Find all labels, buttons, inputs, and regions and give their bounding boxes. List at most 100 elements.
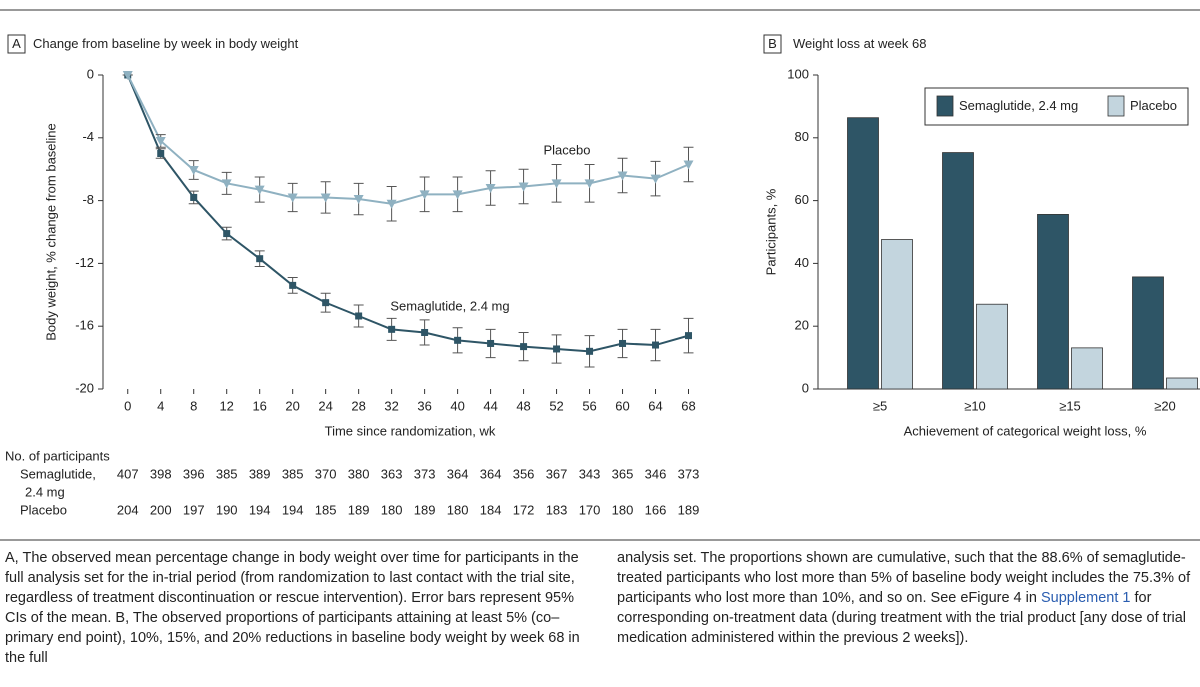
x-axis-title: Achievement of categorical weight loss, … <box>904 423 1147 438</box>
table-cell: 367 <box>546 466 568 481</box>
y-tick-label: 40 <box>795 255 809 270</box>
caption-left: A, The observed mean percentage change i… <box>5 550 580 666</box>
table-cell: 180 <box>381 502 403 517</box>
table-cell: 170 <box>579 502 601 517</box>
table-cell: 197 <box>183 502 205 517</box>
marker <box>353 195 364 205</box>
marker <box>650 174 661 184</box>
caption-right: analysis set. The proportions shown are … <box>617 548 1195 648</box>
legend-label: Placebo <box>1130 98 1177 113</box>
y-tick-label: 0 <box>87 66 94 81</box>
marker <box>553 345 561 353</box>
x-tick-label: 56 <box>582 398 596 413</box>
table-cell: 373 <box>414 466 436 481</box>
series-annotation: Semaglutide, 2.4 mg <box>390 298 509 313</box>
table-cell: 398 <box>150 466 172 481</box>
y-tick-label: -16 <box>75 318 94 333</box>
panel-label: B <box>768 36 777 51</box>
supplement-link[interactable]: Supplement 1 <box>1040 590 1131 606</box>
table-cell: 184 <box>480 502 502 517</box>
y-axis-title: Body weight, % change from baseline <box>43 123 58 341</box>
marker <box>188 165 199 175</box>
x-tick-label: 48 <box>516 398 530 413</box>
table-cell: 396 <box>183 466 205 481</box>
x-tick-label: 64 <box>648 398 662 413</box>
panel-title: Weight loss at week 68 <box>793 36 926 51</box>
table-cell: 183 <box>546 502 568 517</box>
marker <box>386 199 397 209</box>
marker <box>685 332 693 340</box>
bar <box>976 303 1008 390</box>
table-cell: 365 <box>612 466 634 481</box>
x-tick-label: 16 <box>252 398 266 413</box>
table-cell: 194 <box>249 502 271 517</box>
marker <box>320 193 331 203</box>
y-tick-label: -20 <box>75 380 94 395</box>
row-label: Semaglutide, <box>20 466 96 481</box>
marker <box>322 299 330 307</box>
panel-label: A <box>12 36 21 51</box>
panel-box <box>763 34 782 54</box>
series-annotation: Placebo <box>544 142 591 157</box>
marker <box>221 179 232 189</box>
y-tick-label: -4 <box>82 129 94 144</box>
marker <box>452 190 463 200</box>
x-tick-label: 36 <box>417 398 431 413</box>
marker <box>355 312 363 320</box>
panel-title: Change from baseline by week in body wei… <box>33 36 299 51</box>
table-cell: 389 <box>249 466 271 481</box>
x-tick-label: 28 <box>351 398 365 413</box>
bar <box>1037 214 1069 390</box>
marker <box>619 339 627 347</box>
table-cell: 189 <box>414 502 436 517</box>
x-tick-label: 8 <box>190 398 197 413</box>
x-tick-label: ≥15 <box>1059 398 1081 413</box>
bar <box>942 152 974 390</box>
caption-text: for corresponding on-treatment data (dur… <box>617 590 1187 646</box>
y-tick-label: 60 <box>795 192 809 207</box>
y-tick-label: -8 <box>82 192 94 207</box>
y-tick-label: 20 <box>795 318 809 333</box>
marker <box>520 343 528 351</box>
table-cell: 370 <box>315 466 337 481</box>
x-tick-label: 44 <box>483 398 497 413</box>
bar <box>881 239 913 390</box>
row-label: 2.4 mg <box>25 484 65 499</box>
table-cell: 172 <box>513 502 535 517</box>
marker <box>485 184 496 194</box>
y-tick-label: -12 <box>75 255 94 270</box>
marker <box>454 336 462 344</box>
table-cell: 189 <box>348 502 370 517</box>
table-cell: 343 <box>579 466 601 481</box>
figure: A Change from baseline by week in body w… <box>0 9 1200 541</box>
series-line <box>126 74 689 353</box>
marker <box>518 182 529 192</box>
marker <box>487 339 495 347</box>
bar <box>1071 347 1103 390</box>
x-tick-label: ≥5 <box>873 398 887 413</box>
table-cell: 180 <box>447 502 469 517</box>
marker <box>223 230 231 238</box>
table-cell: 364 <box>480 466 502 481</box>
marker <box>122 71 133 80</box>
table-cell: 190 <box>216 502 238 517</box>
table-cell: 346 <box>645 466 667 481</box>
caption-text: analysis set. The proportions shown are … <box>617 550 1191 606</box>
series-line <box>126 74 689 205</box>
table-cell: 200 <box>150 502 172 517</box>
marker <box>388 325 396 333</box>
table-cell: 166 <box>645 502 667 517</box>
table-cell: 185 <box>315 502 337 517</box>
x-axis-title: Time since randomization, wk <box>325 423 496 438</box>
table-cell: 204 <box>117 502 139 517</box>
table-cell: 373 <box>678 466 700 481</box>
table-cell: 180 <box>612 502 634 517</box>
marker <box>586 347 594 355</box>
x-tick-label: 0 <box>124 398 131 413</box>
marker <box>155 136 166 146</box>
marker <box>157 150 165 157</box>
x-tick-label: ≥20 <box>1154 398 1176 413</box>
table-cell: 407 <box>117 466 139 481</box>
marker <box>289 281 297 289</box>
